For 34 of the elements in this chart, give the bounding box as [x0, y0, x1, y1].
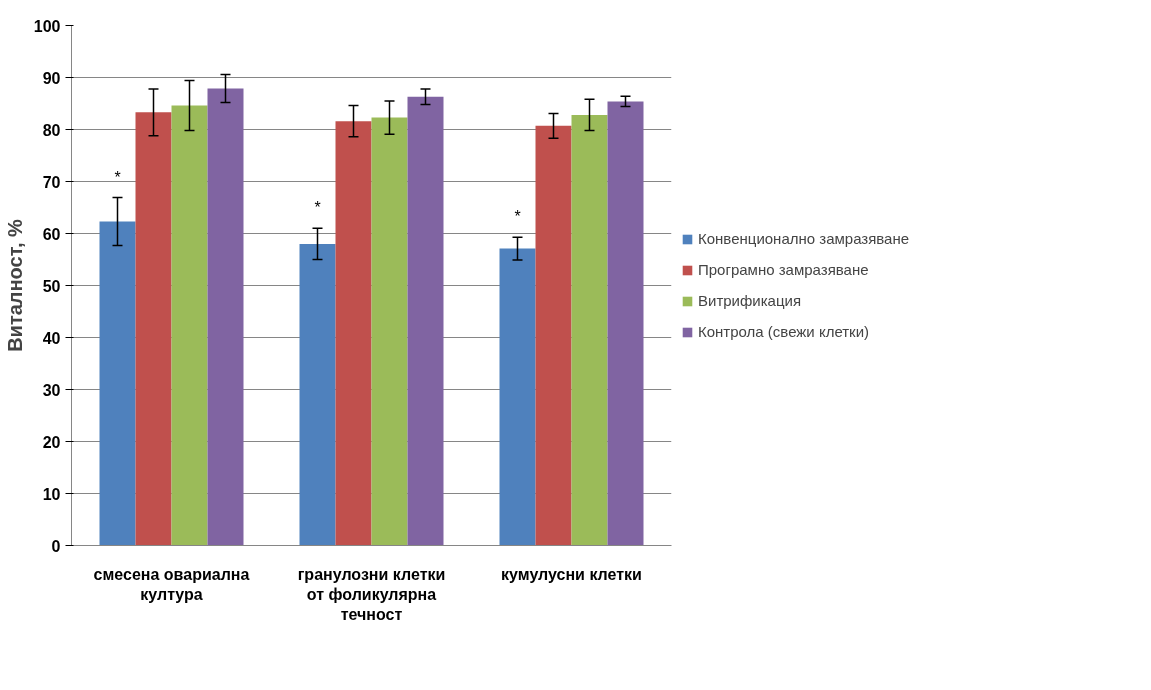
- bar: [135, 112, 172, 546]
- y-tick-label: 50: [42, 277, 61, 295]
- bar: [207, 88, 244, 546]
- y-tick-label: 30: [42, 381, 61, 399]
- x-tick-label: гранулозни клетки от фоликулярна течност: [297, 565, 446, 624]
- y-tick-label: 70: [42, 173, 61, 191]
- bar: [535, 125, 572, 546]
- y-tick-label: 40: [42, 329, 61, 347]
- y-axis-title: Виталност, %: [3, 218, 26, 352]
- annotation: *: [114, 168, 121, 186]
- y-tick-label: 20: [42, 433, 61, 451]
- bar: [99, 221, 136, 546]
- bar: [171, 105, 208, 546]
- bar: [371, 117, 408, 546]
- bar: [335, 121, 372, 546]
- bar: [299, 243, 336, 546]
- annotation: *: [514, 208, 521, 226]
- legend-label: Контрола (свежи клетки): [698, 323, 870, 340]
- y-tick-label: 80: [42, 121, 61, 139]
- legend-label: Витрификация: [698, 292, 802, 309]
- x-tick-label: смесена овариална култура: [93, 565, 250, 603]
- y-tick-label: 100: [33, 17, 61, 35]
- annotation: *: [314, 199, 321, 217]
- legend-label: Конвенционално замразяване: [698, 230, 910, 247]
- y-tick-label: 90: [42, 69, 61, 87]
- bar: [571, 114, 608, 546]
- x-tick-label: кумулусни клетки: [501, 565, 642, 583]
- y-tick-label: 60: [42, 225, 61, 243]
- y-tick-label: 0: [51, 537, 61, 555]
- bar: [407, 96, 444, 546]
- bar: [607, 101, 644, 546]
- legend-label: Програмно замразяване: [698, 261, 869, 278]
- bar: [499, 248, 536, 546]
- y-tick-label: 10: [42, 485, 61, 503]
